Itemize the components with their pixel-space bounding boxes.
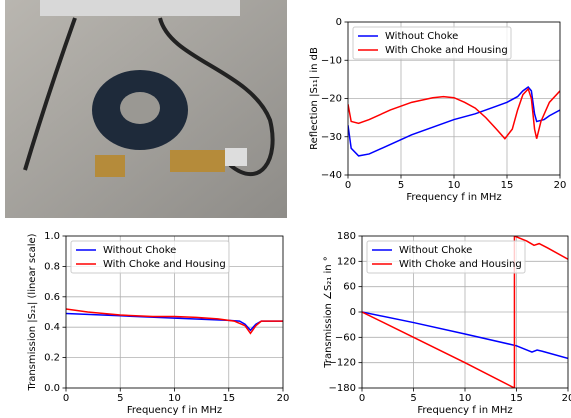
axes-frame: [361, 235, 569, 389]
x-axis-label: Frequency f in MHz: [417, 405, 512, 416]
x-tick-label: 0: [359, 393, 365, 404]
legend-box: [352, 26, 512, 60]
legend-label: With Choke and Housing: [399, 259, 522, 270]
y-tick-label: 180: [337, 231, 356, 242]
series-line: [362, 236, 568, 388]
x-tick-label: 0: [63, 393, 69, 404]
legend-label: With Choke and Housing: [385, 45, 508, 56]
y-tick-label: 0.2: [44, 353, 60, 364]
y-tick-label: 0: [350, 307, 356, 318]
series-line: [348, 87, 560, 140]
legend-label: Without Choke: [399, 245, 472, 256]
x-tick-label: 15: [510, 393, 523, 404]
y-tick-label: 1.0: [44, 231, 60, 242]
y-tick-label: −40: [321, 170, 342, 181]
legend-label: Without Choke: [103, 245, 176, 256]
legend-label: With Choke and Housing: [103, 259, 226, 270]
x-tick-label: 0: [345, 180, 351, 191]
y-axis-label: Transmission |S₂₁| (linear scale): [27, 233, 38, 391]
legend-box: [70, 240, 230, 274]
x-tick-label: 10: [459, 393, 472, 404]
y-axis-label: Reflection |S₁₁| in dB: [309, 47, 320, 150]
y-tick-label: 0.4: [44, 322, 60, 333]
y-tick-label: −60: [335, 332, 356, 343]
y-tick-label: −20: [321, 94, 342, 105]
legend-box: [366, 240, 526, 274]
axes-frame: [347, 21, 561, 176]
x-tick-label: 5: [117, 393, 123, 404]
x-tick-label: 20: [554, 180, 567, 191]
y-tick-label: −120: [329, 358, 356, 369]
series-line: [348, 86, 560, 157]
series-line: [66, 308, 283, 335]
y-tick-label: −180: [329, 383, 356, 394]
y-tick-label: 0.6: [44, 292, 60, 303]
x-axis-label: Frequency f in MHz: [406, 192, 501, 203]
x-tick-label: 20: [562, 393, 571, 404]
x-tick-label: 15: [501, 180, 514, 191]
x-tick-label: 5: [410, 393, 416, 404]
y-axis-label: Transmission ∠S₂₁ in °: [323, 256, 334, 369]
y-tick-label: 0.8: [44, 261, 60, 272]
x-tick-label: 10: [448, 180, 461, 191]
y-tick-label: 60: [343, 282, 356, 293]
y-tick-label: −10: [321, 55, 342, 66]
x-axis-label: Frequency f in MHz: [127, 405, 222, 416]
y-tick-label: 0: [336, 17, 342, 28]
photo: [5, 0, 287, 218]
y-tick-label: 120: [337, 256, 356, 267]
x-tick-label: 10: [168, 393, 181, 404]
x-tick-label: 5: [398, 180, 404, 191]
x-tick-label: 15: [222, 393, 235, 404]
series-line: [362, 311, 568, 360]
x-tick-label: 20: [277, 393, 290, 404]
y-tick-label: −30: [321, 132, 342, 143]
legend-label: Without Choke: [385, 31, 458, 42]
axes-frame: [65, 235, 284, 389]
y-tick-label: 0.0: [44, 383, 60, 394]
